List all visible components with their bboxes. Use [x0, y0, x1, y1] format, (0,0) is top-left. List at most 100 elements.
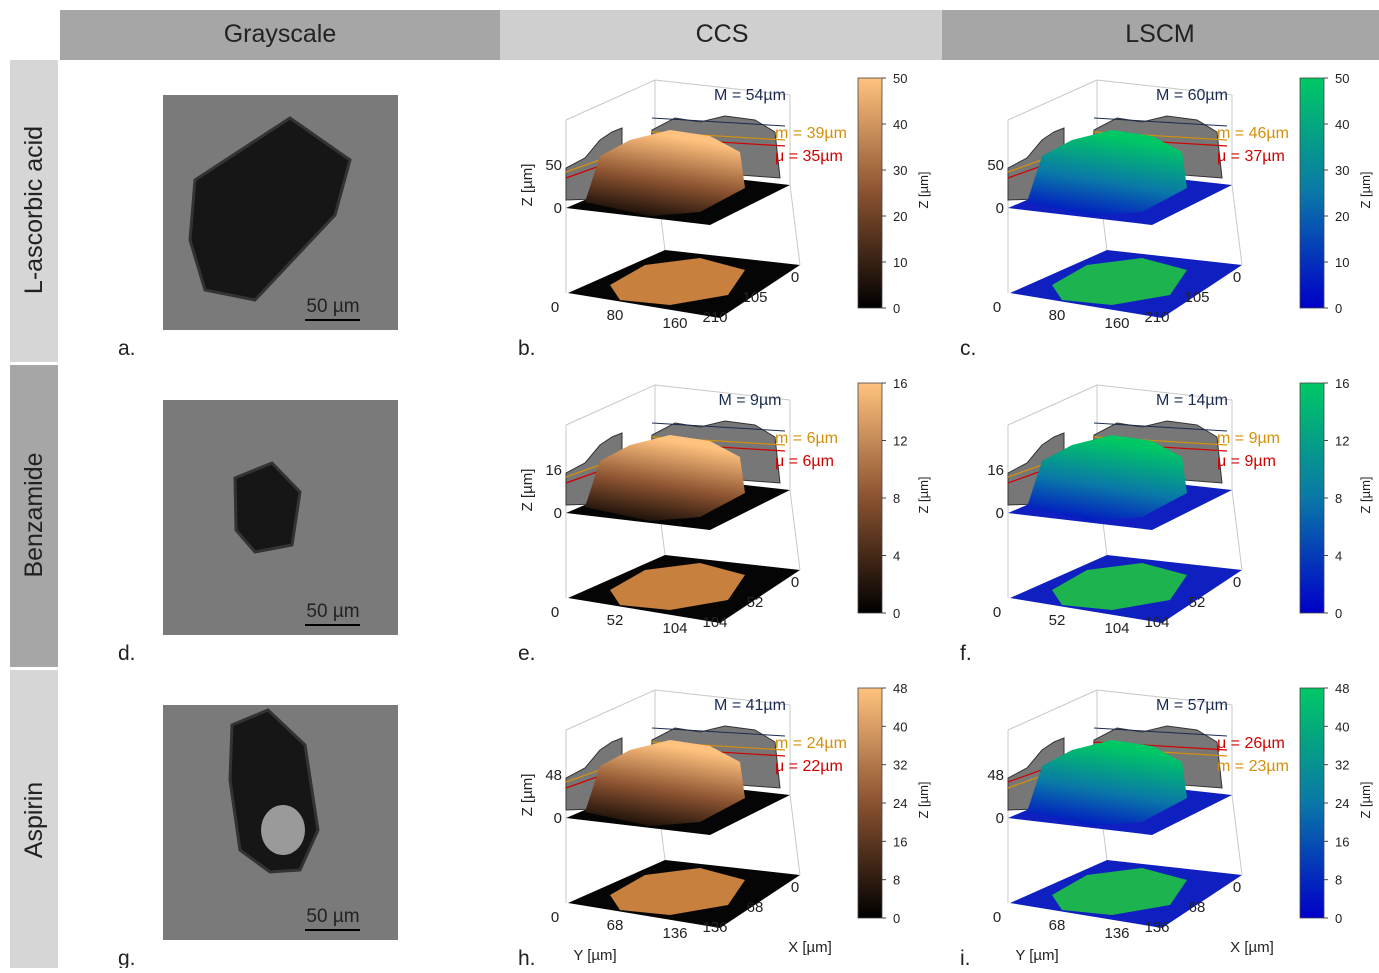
x-tick-label: 210: [702, 309, 727, 326]
z-tick-label: 0: [996, 505, 1004, 522]
x-tick-label: 210: [1144, 309, 1169, 326]
colorbar-tick-label: 8: [1335, 491, 1342, 506]
colorbar: [858, 383, 882, 613]
x-tick-label: 136: [1144, 919, 1169, 936]
column-header: CCS: [696, 20, 749, 48]
y-tick-label: 80: [1049, 307, 1066, 324]
stat-label: μ = 26µm: [1217, 735, 1285, 752]
z-tick-label: 16: [545, 462, 562, 479]
colorbar-tick-label: 10: [893, 255, 907, 270]
x-tick-label: 105: [742, 289, 767, 306]
y-tick-label: 68: [1049, 917, 1066, 934]
colorbar-tick-label: 0: [1335, 911, 1342, 926]
colorbar-tick-label: 16: [893, 376, 907, 391]
y-tick-label: 136: [1104, 925, 1129, 942]
axis-line: [790, 490, 800, 570]
axis-line: [566, 385, 655, 425]
y-tick-label: 0: [993, 909, 1001, 926]
z-tick-label: 0: [996, 200, 1004, 217]
colorbar-tick-label: 20: [1335, 209, 1349, 224]
column-header: Grayscale: [224, 20, 337, 48]
stat-label: m = 6µm: [775, 430, 838, 447]
stat-label: m = 24µm: [775, 735, 847, 752]
colorbar-tick-label: 4: [1335, 549, 1342, 564]
colorbar-tick-label: 0: [1335, 606, 1342, 621]
y-tick-label: 104: [1104, 620, 1129, 637]
panel-letter: h.: [518, 947, 536, 968]
axis-line: [1008, 690, 1097, 730]
colorbar-tick-label: 40: [893, 117, 907, 132]
x-tick-label: 68: [747, 899, 764, 916]
panel-letter: b.: [518, 337, 536, 360]
stat-label: m = 46µm: [1217, 125, 1289, 142]
colorbar: [858, 78, 882, 308]
panel-letter: i.: [960, 947, 971, 968]
y-tick-label: 0: [551, 909, 559, 926]
axis-line: [790, 185, 800, 265]
row-label: Aspirin: [20, 782, 48, 858]
colorbar-tick-label: 0: [893, 301, 900, 316]
colorbar-tick-label: 0: [1335, 301, 1342, 316]
x-tick-label: 0: [791, 879, 799, 896]
colorbar: [1300, 78, 1324, 308]
scale-bar-label: 50 µm: [306, 296, 359, 317]
colorbar-label: Z [µm]: [1358, 476, 1373, 513]
stat-label: μ = 22µm: [775, 758, 843, 775]
axis-line: [566, 690, 655, 730]
colorbar-tick-label: 8: [893, 491, 900, 506]
x-tick-label: 0: [791, 269, 799, 286]
x-tick-label: 0: [1233, 879, 1241, 896]
row-label: Benzamide: [20, 452, 48, 577]
max-label: M = 57µm: [1156, 697, 1228, 714]
colorbar-tick-label: 8: [1335, 873, 1342, 888]
colorbar-tick-label: 32: [1335, 758, 1349, 773]
column-header: LSCM: [1125, 20, 1194, 48]
colorbar-label: Z [µm]: [916, 171, 931, 208]
colorbar-tick-label: 32: [893, 758, 907, 773]
z-tick-label: 16: [987, 462, 1004, 479]
panel-letter: a.: [118, 337, 136, 360]
max-label: M = 60µm: [1156, 87, 1228, 104]
axis-line: [1008, 385, 1097, 425]
z-tick-label: 50: [987, 157, 1004, 174]
panel-letter: d.: [118, 642, 136, 665]
colorbar-tick-label: 48: [893, 681, 907, 696]
x-tick-label: 68: [1189, 899, 1206, 916]
y-axis-label: Y [µm]: [573, 947, 616, 964]
y-tick-label: 0: [993, 299, 1001, 316]
x-tick-label: 104: [702, 614, 727, 631]
max-label: M = 41µm: [714, 697, 786, 714]
x-axis-label: X [µm]: [788, 939, 832, 956]
z-tick-label: 50: [545, 157, 562, 174]
max-label: M = 9µm: [718, 392, 781, 409]
colorbar-tick-label: 30: [893, 163, 907, 178]
axis-line: [1232, 490, 1242, 570]
x-tick-label: 105: [1184, 289, 1209, 306]
colorbar-tick-label: 40: [1335, 719, 1349, 734]
max-label: M = 14µm: [1156, 392, 1228, 409]
colorbar-label: Z [µm]: [1358, 171, 1373, 208]
stat-label: m = 39µm: [775, 125, 847, 142]
x-tick-label: 0: [791, 574, 799, 591]
colorbar: [1300, 688, 1324, 918]
colorbar-tick-label: 16: [893, 834, 907, 849]
z-axis-label: Z [µm]: [519, 469, 536, 512]
x-tick-label: 0: [1233, 574, 1241, 591]
stat-label: m = 23µm: [1217, 758, 1289, 775]
axis-line: [1232, 185, 1242, 265]
panel-letter: e.: [518, 642, 536, 665]
z-tick-label: 0: [554, 200, 562, 217]
colorbar-tick-label: 30: [1335, 163, 1349, 178]
colorbar-tick-label: 50: [893, 71, 907, 86]
x-tick-label: 136: [702, 919, 727, 936]
colorbar-tick-label: 40: [1335, 117, 1349, 132]
y-tick-label: 52: [607, 612, 624, 629]
axis-line: [1232, 795, 1242, 875]
colorbar-tick-label: 0: [893, 606, 900, 621]
colorbar-tick-label: 12: [893, 434, 907, 449]
colorbar: [858, 688, 882, 918]
y-axis-label: Y [µm]: [1015, 947, 1058, 964]
y-tick-label: 80: [607, 307, 624, 324]
x-axis-label: X [µm]: [1230, 939, 1274, 956]
max-label: M = 54µm: [714, 87, 786, 104]
